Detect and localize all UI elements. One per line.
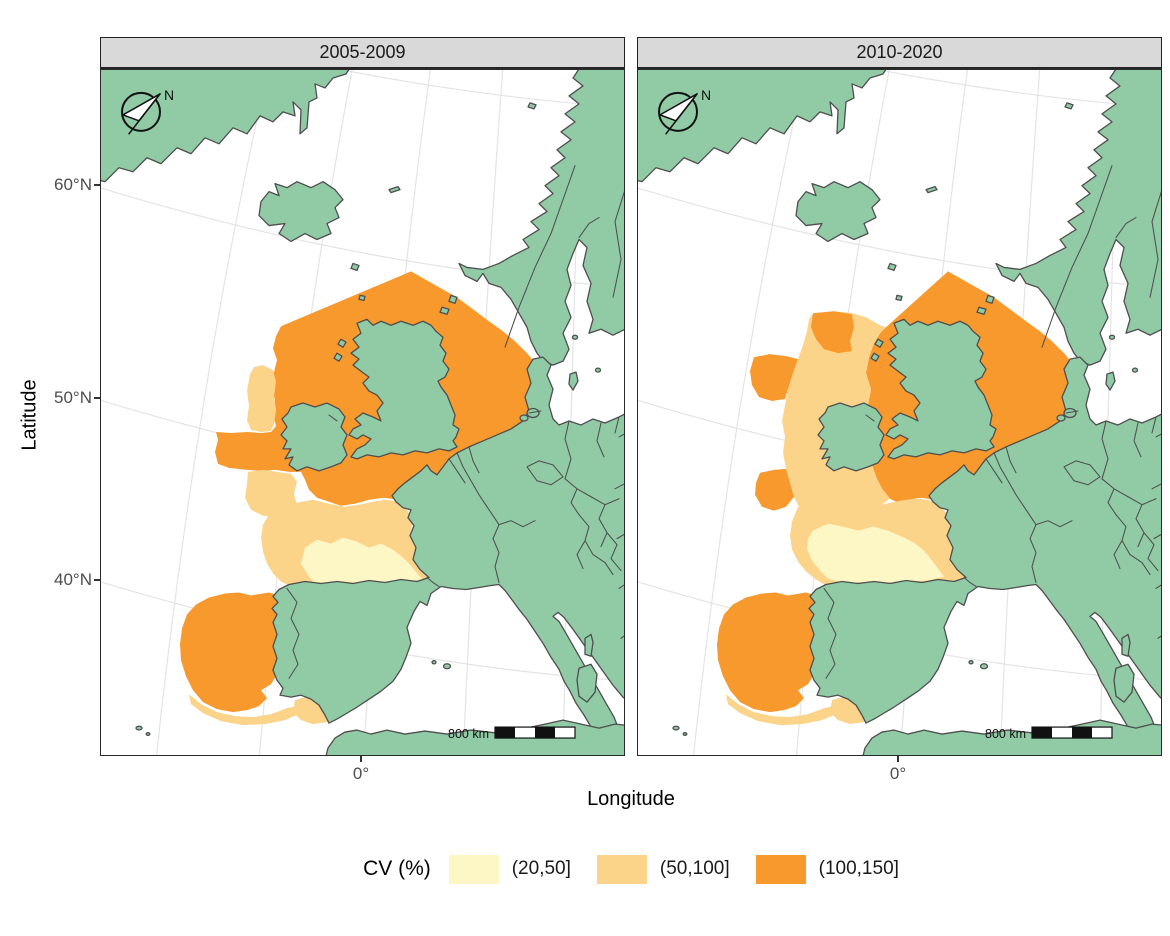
cv-region-100-150-west-wedge-1 (750, 354, 798, 402)
y-tick-label-50n: 50°N (54, 388, 92, 407)
y-tick-mark (94, 184, 100, 186)
facet-strip: 2005-2009 (100, 37, 625, 68)
y-tick-label-60n: 60°N (54, 175, 92, 194)
map-2005-2009 (100, 68, 625, 756)
legend-cv: CV (%) (20,50] (50,100] (100,150] (100, 849, 1162, 889)
cv-region-100-150-iberia (180, 592, 287, 713)
legend-swatch-100-150 (755, 854, 806, 884)
legend-item-100-150: (100,150] (755, 854, 899, 884)
cv-region-100-150-west-wedge-2 (755, 468, 794, 511)
legend-label: (100,150] (818, 858, 899, 879)
legend-label: (20,50] (511, 858, 571, 879)
legend-item-20-50: (20,50] (448, 854, 571, 884)
legend-swatch-20-50 (448, 854, 499, 884)
map-svg-2005-2009 (101, 70, 624, 755)
cv-region-20-50-biscay-core (301, 537, 423, 584)
facet-title: 2010-2020 (856, 42, 943, 62)
y-tick-mark (94, 397, 100, 399)
facet-panel-2005-2009: 2005-2009 (100, 37, 625, 756)
x-tick-label-right: 0° (889, 764, 907, 783)
legend-label: (50,100] (659, 858, 730, 879)
facet-title: 2005-2009 (319, 42, 406, 62)
cv-region-100-150-iberia (717, 592, 824, 713)
cv-region-20-50-biscay-core (807, 523, 944, 583)
map-svg-2010-2020 (638, 70, 1161, 755)
legend-item-50-100: (50,100] (596, 854, 730, 884)
legend-title: CV (%) (363, 857, 431, 880)
map-2010-2020 (637, 68, 1162, 756)
y-tick-mark (94, 579, 100, 581)
cv-region-100-150-band-top-chunk (811, 311, 854, 354)
facet-panel-2010-2020: 2010-2020 (637, 37, 1162, 756)
cv-region-50-100-cadiz-fringe (726, 694, 836, 726)
cv-region-50-100-band-west-scotland (247, 365, 276, 432)
cv-region-50-100-sw-approaches (245, 469, 297, 518)
y-tick-label-40n: 40°N (54, 570, 92, 589)
cv-region-50-100-cadiz-fringe (189, 694, 299, 726)
x-tick-label-left: 0° (352, 764, 370, 783)
x-tick-mark (360, 756, 362, 762)
x-axis-title: Longitude (587, 788, 675, 810)
x-tick-mark (897, 756, 899, 762)
facet-strip: 2010-2020 (637, 37, 1162, 68)
legend-swatch-50-100 (596, 854, 647, 884)
